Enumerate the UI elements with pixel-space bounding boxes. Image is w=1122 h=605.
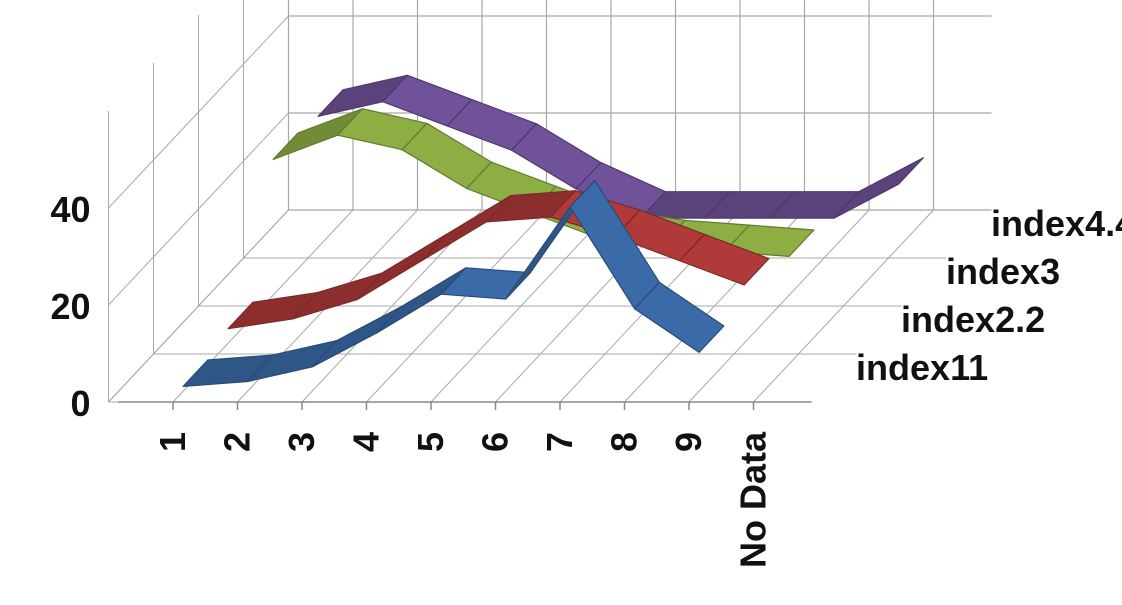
- x-tick-label: 2: [217, 432, 258, 452]
- y-tick-label: 0: [70, 383, 90, 424]
- x-tick-label: No Data: [733, 431, 774, 568]
- x-tick-label: 6: [475, 432, 516, 452]
- series-ribbon-index3: [724, 224, 815, 257]
- series-label: index4.4: [991, 203, 1122, 244]
- x-tick-label: 7: [539, 432, 580, 452]
- series-ribbon-index2-2: [421, 194, 512, 262]
- x-tick-label: 4: [346, 432, 387, 452]
- series-label: index3: [946, 251, 1060, 292]
- x-tick-label: 9: [668, 432, 709, 452]
- series-ribbon-index11: [311, 306, 402, 368]
- series-ribbon-index4-4: [833, 157, 924, 219]
- side-wall-gridline: [108, 112, 289, 306]
- y-tick-label: 40: [50, 189, 90, 230]
- series-ribbon-index11: [634, 281, 725, 353]
- x-tick-label: 5: [410, 432, 451, 452]
- series-label: index11: [856, 347, 988, 388]
- x-tick-label: 3: [281, 432, 322, 452]
- series-ribbon-index2-2: [679, 233, 770, 286]
- x-tick-label: 1: [152, 432, 193, 452]
- x-tick-label: 8: [604, 432, 645, 452]
- side-wall-gridline: [108, 15, 289, 209]
- y-tick-label: 20: [50, 286, 90, 327]
- series-label: index2.2: [901, 299, 1045, 340]
